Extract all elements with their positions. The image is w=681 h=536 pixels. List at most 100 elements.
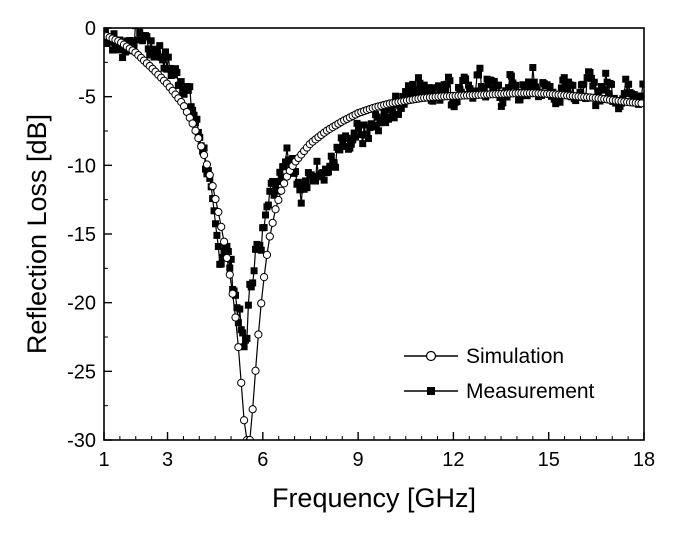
plot-marks — [104, 28, 644, 440]
simulation-point — [274, 195, 283, 205]
simulation-point — [214, 207, 223, 217]
measurement-point — [479, 84, 487, 92]
measurement-point — [420, 81, 428, 89]
measurement-point — [247, 283, 255, 291]
x-axis-title: Frequency [GHz] — [272, 483, 476, 513]
measurement-point — [590, 78, 598, 86]
measurement-point — [446, 77, 454, 85]
measurement-point — [587, 74, 595, 82]
x-tick-label: 9 — [353, 449, 364, 471]
simulation-point — [271, 205, 280, 214]
simulation-point — [208, 181, 217, 191]
measurement-point — [127, 37, 135, 45]
measurement-point — [394, 110, 402, 118]
legend-measurement-marker — [427, 387, 435, 395]
simulation-point — [251, 366, 260, 375]
measurement-point — [374, 127, 382, 135]
y-tick-label: -5 — [78, 87, 96, 109]
measurement-point — [243, 334, 251, 342]
measurement-point — [139, 37, 147, 45]
simulation-point — [265, 232, 274, 241]
measurement-point — [336, 146, 344, 154]
measurement-point — [312, 177, 320, 185]
measurement-point — [161, 48, 169, 56]
y-tick-label: -25 — [67, 361, 96, 383]
measurement-point — [390, 114, 398, 122]
measurement-point — [330, 159, 338, 167]
simulation-point — [239, 416, 249, 425]
measurement-point — [562, 83, 570, 91]
measurement-point — [272, 182, 280, 190]
measurement-point — [595, 87, 603, 95]
measurement-point — [424, 84, 432, 92]
measurement-point — [370, 121, 378, 129]
measurement-point — [569, 81, 577, 89]
measurement-point — [416, 79, 424, 87]
legend: Simulation Measurement — [404, 345, 595, 403]
measurement-point — [453, 98, 461, 106]
measurement-point — [292, 168, 300, 176]
measurement-point — [273, 187, 281, 195]
measurement-point — [576, 88, 584, 96]
measurement-point — [495, 81, 503, 89]
measurement-point — [343, 134, 351, 142]
measurement-point — [171, 65, 179, 73]
measurement-point — [136, 29, 144, 37]
measurement-point — [260, 224, 268, 232]
y-tick-label: 0 — [85, 18, 96, 40]
measurement-point — [409, 80, 417, 88]
measurement-point — [213, 231, 221, 239]
legend-simulation-swatch — [404, 350, 458, 362]
measurement-point — [324, 168, 332, 176]
measurement-point — [605, 90, 613, 98]
simulation-point — [219, 237, 229, 246]
measurement-point — [114, 46, 122, 54]
legend-simulation-marker — [425, 350, 437, 362]
simulation-point — [248, 405, 257, 414]
measurement-point — [297, 199, 305, 207]
measurement-point — [352, 133, 360, 141]
measurement-point — [607, 80, 615, 88]
simulation-point — [277, 186, 286, 195]
measurement-point — [296, 186, 304, 194]
simulation-point — [211, 194, 220, 204]
measurement-point — [600, 86, 608, 94]
simulation-point — [191, 126, 200, 135]
simulation-point — [237, 378, 246, 387]
measurement-point — [529, 64, 537, 72]
x-tick-label: 3 — [162, 449, 173, 471]
simulation-point — [222, 253, 232, 263]
measurement-point — [283, 144, 291, 152]
measurement-point — [223, 242, 231, 250]
measurement-point — [397, 104, 405, 112]
measurement-point — [180, 90, 188, 98]
measurement-point — [313, 157, 321, 165]
measurement-point — [302, 177, 310, 185]
measurement-point — [499, 99, 507, 107]
measurement-point — [144, 45, 152, 53]
simulation-point — [205, 170, 214, 180]
measurement-point — [143, 33, 151, 41]
measurement-point — [497, 102, 505, 110]
measurement-point — [257, 246, 265, 254]
measurement-point — [184, 86, 192, 94]
measurement-point — [347, 140, 355, 148]
y-tick-label: -15 — [67, 224, 96, 246]
simulation-point — [202, 160, 212, 169]
measurement-point — [150, 53, 158, 61]
measurement-point — [525, 78, 533, 86]
measurement-point — [630, 91, 638, 99]
measurement-point — [119, 54, 127, 62]
measurement-point — [583, 74, 591, 82]
y-tick-label: -10 — [67, 155, 96, 177]
measurement-point — [485, 81, 493, 89]
measurement-point — [373, 113, 381, 121]
x-tick-label: 15 — [538, 449, 560, 471]
measurement-point — [173, 69, 181, 77]
measurement-point — [277, 173, 285, 181]
measurement-point — [266, 187, 274, 195]
measurement-point — [466, 85, 474, 93]
measurement-point — [187, 103, 195, 111]
measurement-point — [244, 301, 252, 309]
measurement-point — [402, 88, 410, 96]
